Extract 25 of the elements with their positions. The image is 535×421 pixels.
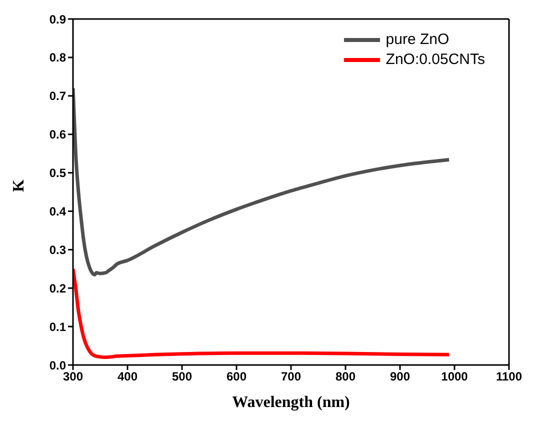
x-tick-label: 300	[62, 370, 84, 384]
y-axis-title: K	[10, 179, 28, 192]
y-tick-label: 0.5	[49, 166, 66, 180]
x-axis-title: Wavelength (nm)	[232, 394, 350, 411]
y-tick-label: 0.8	[49, 50, 66, 65]
y-tick-label: 0.7	[49, 89, 66, 104]
y-tick-label: 0.3	[49, 242, 66, 257]
x-tick-label: 1000	[441, 370, 468, 384]
x-tick-label: 800	[335, 370, 356, 384]
legend-label: ZnO:0.05CNTs	[386, 50, 485, 70]
y-tick-label: 0.1	[49, 320, 66, 334]
legend-label: pure ZnO	[386, 30, 450, 50]
x-tick-label: 400	[117, 370, 138, 384]
y-tick-label: 0.4	[49, 204, 66, 218]
line-series	[73, 267, 451, 360]
y-tick-label: 0.2	[49, 281, 66, 296]
line-series	[73, 86, 451, 276]
x-tick-label: 1100	[496, 370, 522, 384]
x-tick-label: 700	[280, 370, 302, 384]
x-tick-label: 600	[226, 370, 247, 384]
y-tick-label: 0.9	[49, 12, 66, 26]
x-tick-label: 500	[172, 370, 192, 384]
x-tick-label: 900	[390, 370, 410, 384]
y-tick-label: 0.0	[49, 358, 66, 372]
y-tick-label: 0.6	[49, 128, 66, 142]
